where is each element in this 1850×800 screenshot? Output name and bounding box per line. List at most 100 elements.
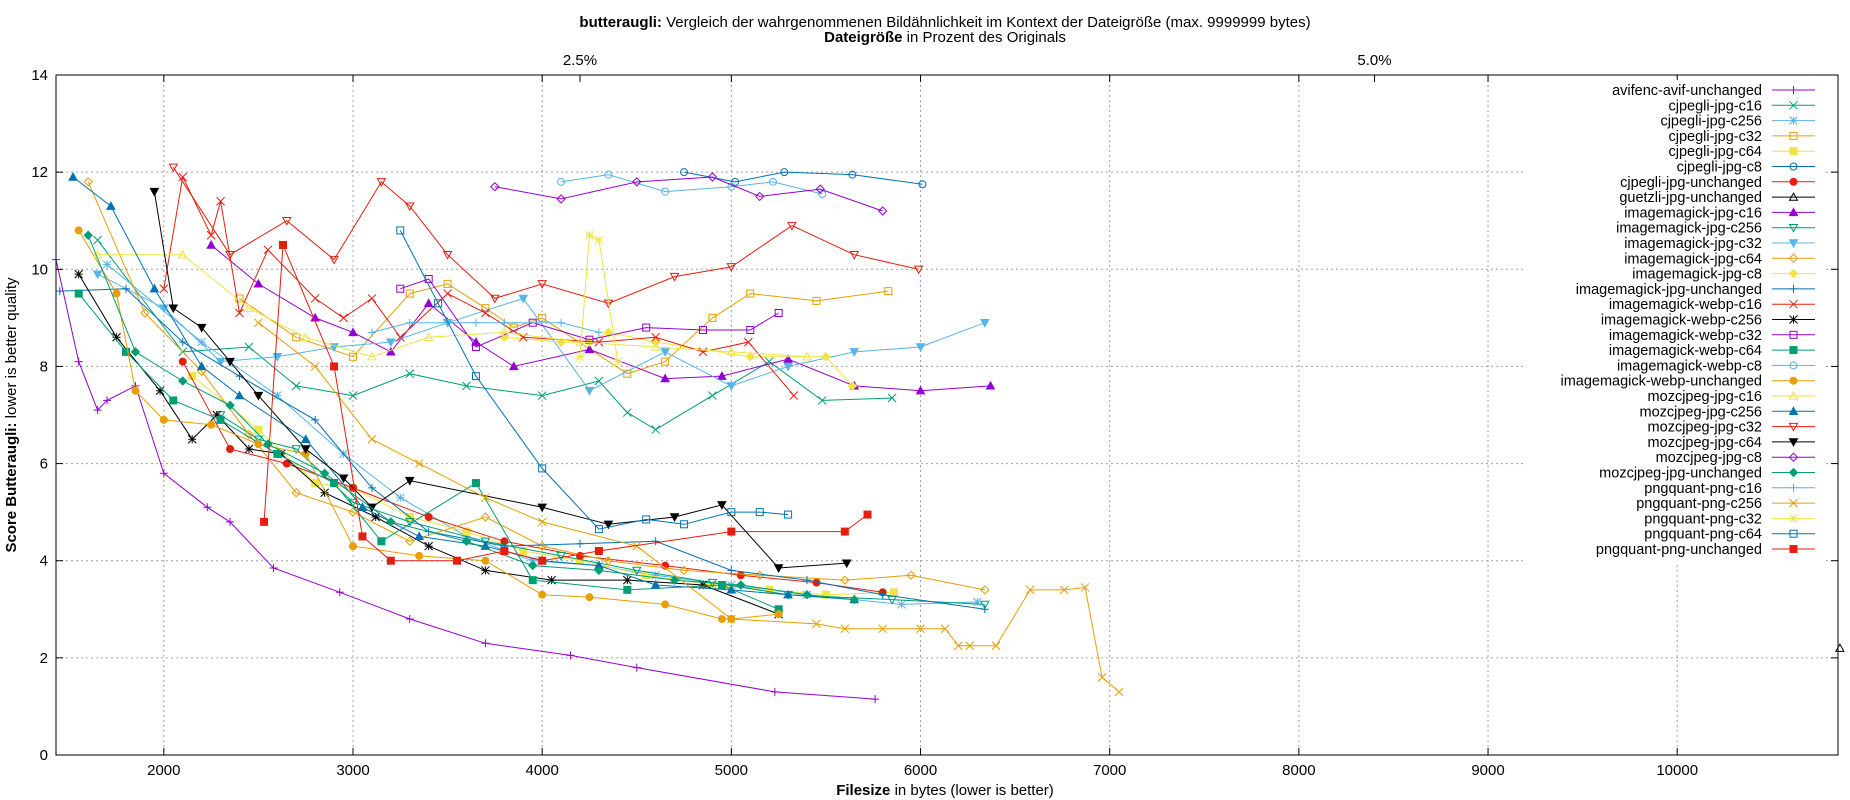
data-point bbox=[273, 449, 282, 458]
data-point bbox=[254, 440, 263, 449]
data-point bbox=[481, 639, 490, 648]
data-point bbox=[660, 348, 670, 357]
y-tick-label: 14 bbox=[31, 67, 48, 84]
data-point bbox=[594, 328, 603, 337]
data-point bbox=[669, 575, 680, 585]
legend-swatch-marker bbox=[1789, 529, 1798, 538]
data-point bbox=[965, 641, 975, 651]
data-point bbox=[471, 343, 480, 351]
data-point bbox=[404, 476, 415, 486]
legend-background bbox=[1525, 80, 1825, 563]
data-point bbox=[849, 251, 860, 260]
legend-label: imagemagick-jpg-unchanged bbox=[1576, 282, 1762, 298]
legend-label: mozcjpeg-jpg-c256 bbox=[1639, 404, 1762, 420]
chart-subtitle: Dateigröße in Prozent des Originals bbox=[824, 29, 1066, 46]
data-point bbox=[717, 581, 726, 589]
legend-label: imagemagick-webp-unchanged bbox=[1560, 374, 1762, 390]
legend-swatch-marker bbox=[1789, 100, 1798, 110]
data-point bbox=[319, 468, 330, 478]
data-point bbox=[93, 406, 102, 415]
y-axis-label-bold: Score Butteraugli: bbox=[3, 423, 20, 553]
data-point bbox=[651, 425, 661, 434]
data-point bbox=[812, 619, 821, 629]
data-point bbox=[731, 177, 740, 186]
data-point bbox=[651, 570, 661, 580]
y-tick-label: 6 bbox=[40, 456, 48, 473]
data-point bbox=[405, 318, 414, 327]
data-point bbox=[594, 235, 604, 245]
data-point bbox=[103, 396, 112, 405]
legend-swatch-marker bbox=[1788, 207, 1799, 217]
data-point bbox=[348, 507, 358, 517]
data-point bbox=[1835, 643, 1845, 652]
x-tick-label: 10000 bbox=[1656, 762, 1698, 779]
legend-swatch-marker bbox=[1789, 361, 1798, 370]
data-point bbox=[783, 362, 793, 372]
data-point bbox=[783, 589, 793, 599]
data-point bbox=[979, 319, 990, 328]
data-point bbox=[584, 387, 595, 396]
legend-label: pngquant-png-c256 bbox=[1636, 496, 1762, 512]
series-cjpegli-jpg-c64 bbox=[188, 372, 899, 599]
x-tick-label: 2000 bbox=[147, 762, 180, 779]
data-point bbox=[206, 239, 216, 249]
series-line bbox=[494, 176, 883, 212]
data-point bbox=[207, 420, 216, 429]
data-point bbox=[212, 410, 222, 420]
data-point bbox=[159, 415, 168, 424]
data-point bbox=[755, 191, 765, 202]
series-pngquant-png-c16 bbox=[367, 318, 603, 337]
legend-label: imagemagick-webp-c256 bbox=[1601, 313, 1762, 329]
data-point bbox=[187, 434, 197, 444]
data-point bbox=[632, 663, 641, 672]
data-point bbox=[698, 580, 708, 590]
data-point bbox=[442, 251, 453, 260]
data-point bbox=[660, 373, 670, 383]
series-line bbox=[371, 322, 600, 333]
data-point bbox=[461, 536, 472, 546]
data-point bbox=[500, 547, 509, 555]
data-point bbox=[985, 380, 996, 390]
data-point bbox=[538, 590, 547, 599]
data-point bbox=[642, 571, 651, 580]
data-point bbox=[74, 226, 83, 235]
x-tick-label: 9000 bbox=[1471, 762, 1504, 779]
data-point bbox=[203, 503, 212, 512]
legend-label: cjpegli-jpg-unchanged bbox=[1620, 175, 1762, 191]
data-point bbox=[576, 539, 585, 548]
x-tick-label: 7000 bbox=[1093, 762, 1126, 779]
series-imagemagick-jpg-c16 bbox=[206, 239, 996, 395]
data-point bbox=[178, 357, 187, 366]
legend-swatch-marker bbox=[1789, 545, 1798, 553]
data-point bbox=[557, 177, 566, 186]
data-point bbox=[329, 343, 339, 353]
series-pngquant-png-unchanged bbox=[260, 241, 872, 565]
data-point bbox=[651, 537, 660, 546]
x-axis-label: Filesize in bytes (lower is better) bbox=[836, 782, 1054, 799]
series-guetzli-jpg-unchanged bbox=[1835, 643, 1845, 652]
data-point bbox=[385, 338, 396, 348]
data-point bbox=[93, 235, 102, 245]
data-point bbox=[585, 335, 594, 344]
legend-swatch-marker bbox=[1788, 268, 1799, 279]
series-imagemagick-webp-c64 bbox=[74, 289, 783, 614]
data-point bbox=[367, 351, 377, 361]
data-point bbox=[650, 579, 661, 589]
legend-label: cjpegli-jpg-c8 bbox=[1677, 160, 1762, 176]
data-point bbox=[300, 434, 311, 443]
series-line bbox=[263, 244, 868, 562]
legend-swatch-marker bbox=[1789, 177, 1798, 186]
legend-label: imagemagick-jpg-c256 bbox=[1616, 221, 1762, 237]
data-point bbox=[235, 294, 244, 303]
data-point bbox=[603, 520, 614, 530]
data-point bbox=[311, 479, 320, 487]
data-point bbox=[727, 566, 736, 575]
data-point bbox=[594, 337, 604, 347]
data-point bbox=[367, 328, 376, 337]
data-point bbox=[890, 588, 899, 597]
legend-swatch-marker bbox=[1789, 315, 1798, 324]
data-point bbox=[780, 168, 789, 177]
data-point bbox=[632, 541, 642, 551]
legend-label: cjpegli-jpg-c64 bbox=[1669, 144, 1763, 160]
